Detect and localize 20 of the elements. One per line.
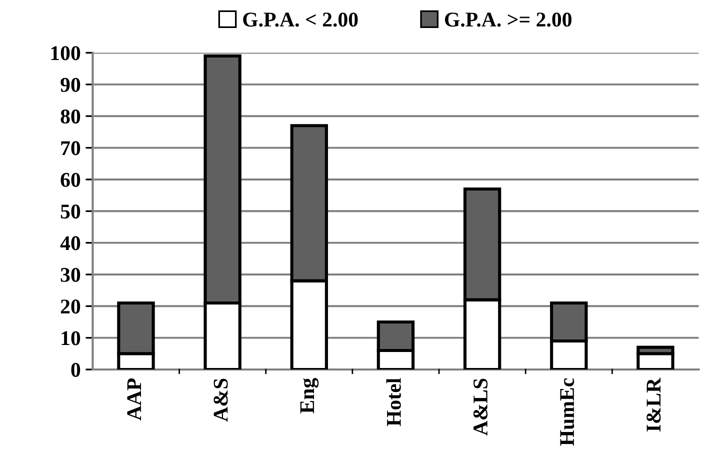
y-tick-label: 100 <box>51 46 80 60</box>
y-tick-label: 10 <box>62 331 80 346</box>
x-tick-label: A&S <box>214 378 228 422</box>
x-tick-label: Eng <box>300 378 319 414</box>
x-tick-label: A&LS <box>473 378 488 436</box>
x-tick-label: I&LR <box>646 378 661 432</box>
x-tick-label: AAP <box>127 378 141 420</box>
y-tick-label: 0 <box>71 362 80 377</box>
y-tick-label: 40 <box>60 236 80 250</box>
y-tick-label: 60 <box>60 172 80 187</box>
y-tick-label: 50 <box>60 204 80 219</box>
y-tick-label: 90 <box>60 78 80 92</box>
x-tick-label: Hotel <box>386 378 401 426</box>
legend-label: G.P.A. >= 2.00 <box>444 12 572 27</box>
y-tick-label: 20 <box>60 300 80 314</box>
y-tick-label: 80 <box>60 110 80 124</box>
y-tick-label: 30 <box>60 268 80 282</box>
legend-label: G.P.A. < 2.00 <box>243 12 358 27</box>
x-tick-label: HumEc <box>560 378 574 446</box>
y-tick-label: 70 <box>61 141 80 156</box>
